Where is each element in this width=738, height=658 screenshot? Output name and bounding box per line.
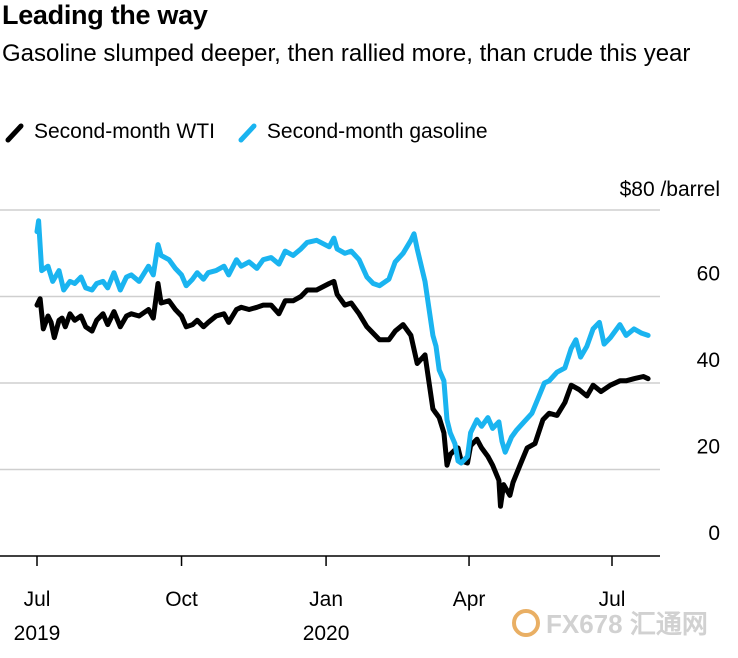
legend-label-gasoline: Second-month gasoline bbox=[266, 120, 488, 143]
chart-subtitle: Gasoline slumped deeper, then rallied mo… bbox=[2, 40, 691, 67]
chart-title: Leading the way bbox=[2, 0, 208, 30]
y-tick-label-60: 60 bbox=[697, 263, 720, 286]
y-tick-label-40: 40 bbox=[697, 349, 720, 372]
series-line-gasoline bbox=[34, 218, 651, 466]
chart-legend: Second-month WTI Second-month gasoline bbox=[4, 120, 510, 144]
x-tick-label-4: Jul bbox=[599, 588, 626, 611]
x-tick-label-1: Oct bbox=[165, 588, 198, 611]
x-tick-label-2: Jan bbox=[309, 588, 343, 611]
legend-swatch-wti bbox=[5, 123, 24, 143]
x-tick-year-0: 2019 bbox=[14, 622, 61, 645]
y-tick-label-0: 0 bbox=[708, 522, 720, 545]
watermark-text: FX678 汇通网 bbox=[546, 609, 708, 639]
y-tick-label-20: 20 bbox=[697, 436, 720, 459]
x-tick-label-0: Jul bbox=[24, 588, 51, 611]
x-tick-label-3: Apr bbox=[453, 588, 486, 611]
legend-item-wti: Second-month WTI bbox=[4, 120, 215, 144]
watermark: FX678 汇通网 bbox=[512, 604, 708, 641]
legend-swatch-gasoline bbox=[238, 123, 257, 143]
watermark-logo-icon bbox=[512, 608, 540, 637]
legend-item-gasoline: Second-month gasoline bbox=[237, 120, 488, 144]
y-axis-unit-label: $80 /barrel bbox=[620, 178, 720, 201]
series-line-wti bbox=[34, 278, 651, 509]
x-tick-year-2: 2020 bbox=[303, 622, 350, 645]
legend-label-wti: Second-month WTI bbox=[34, 120, 215, 143]
